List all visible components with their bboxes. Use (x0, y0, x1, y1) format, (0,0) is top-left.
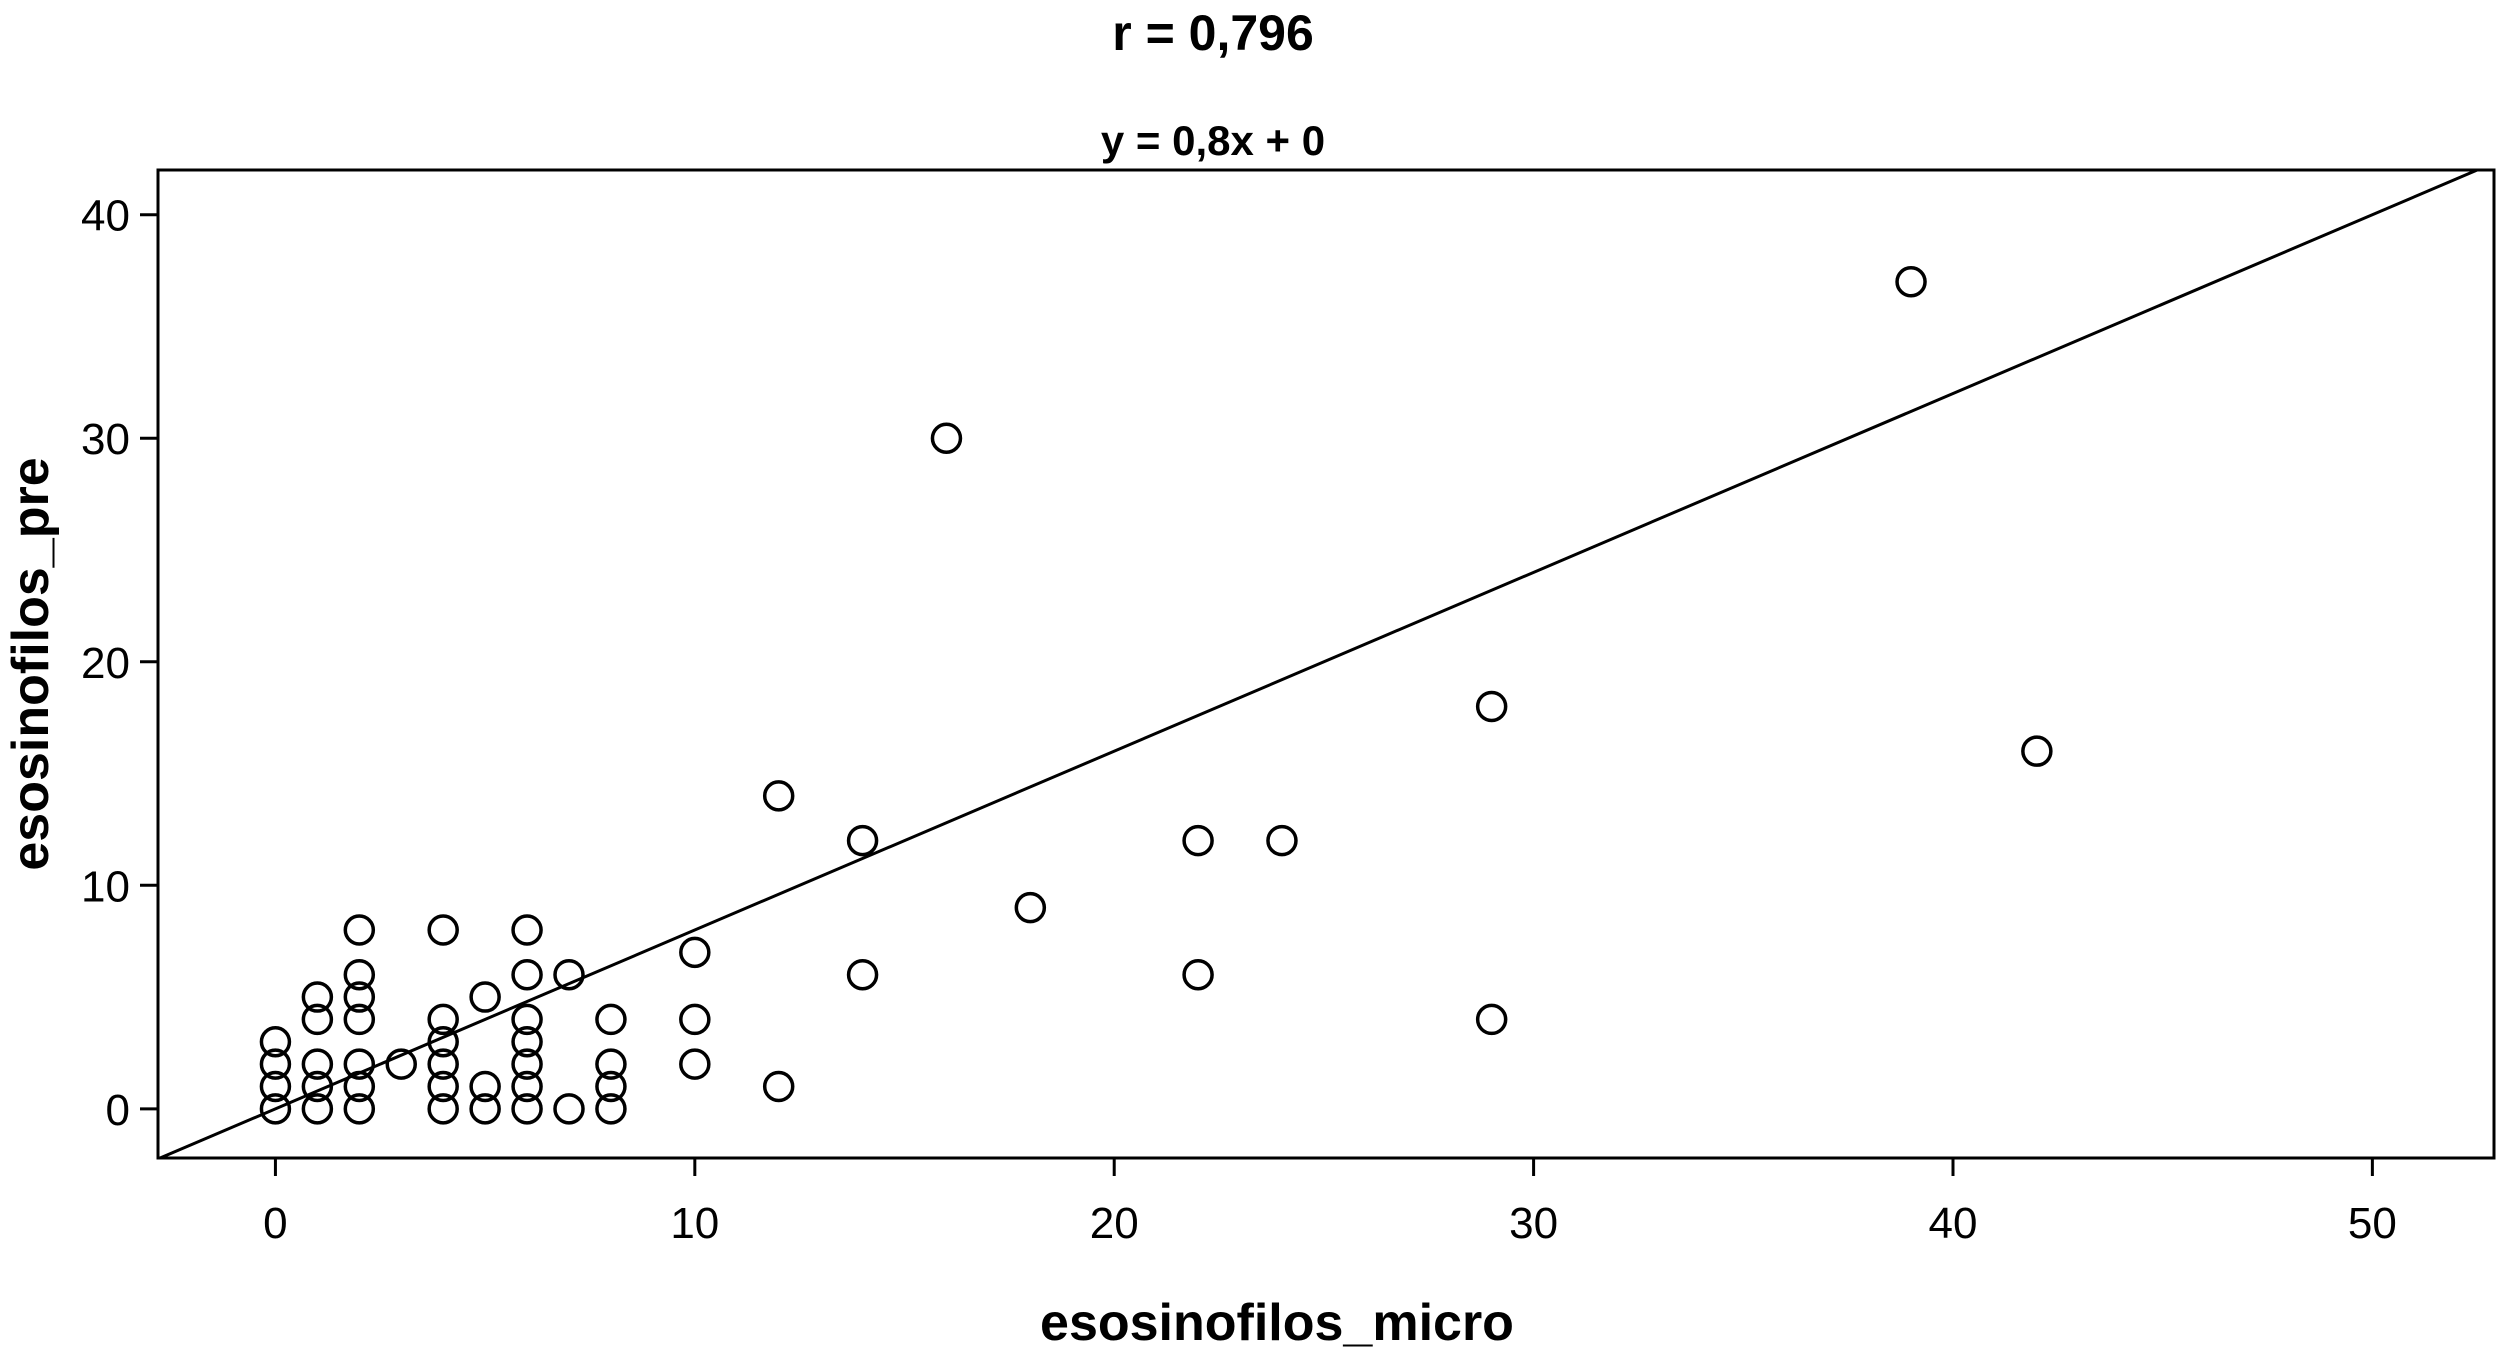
data-point (1895, 266, 1927, 298)
data-point (511, 1003, 543, 1036)
fit-line (158, 170, 2482, 1158)
data-point (1266, 824, 1298, 857)
data-point (553, 958, 585, 991)
fit-line-layer (158, 170, 2482, 1158)
data-point (469, 981, 501, 1013)
data-point (301, 1070, 334, 1103)
data-point (259, 1093, 292, 1125)
y-tick-label: 0 (106, 1086, 130, 1135)
x-tick-label: 0 (263, 1199, 287, 1248)
data-point (427, 1003, 459, 1036)
data-point (553, 1093, 585, 1125)
data-point (595, 1003, 627, 1036)
points-layer (259, 266, 2053, 1125)
x-tick-label: 40 (1929, 1199, 1978, 1248)
data-point (427, 1048, 459, 1080)
data-point (1182, 958, 1214, 991)
data-point (511, 914, 543, 946)
chart-title: r = 0,796 (1112, 5, 1314, 61)
data-point (343, 981, 376, 1013)
data-point (301, 1003, 334, 1036)
data-point (679, 1003, 711, 1036)
data-point (595, 1070, 627, 1103)
data-point (1014, 891, 1047, 924)
data-point (846, 958, 879, 991)
x-tick-label: 30 (1509, 1199, 1558, 1248)
data-point (679, 936, 711, 969)
x-axis: 0 10 20 30 40 50 (263, 1158, 2397, 1248)
y-tick-label: 20 (81, 639, 130, 688)
data-point (595, 1048, 627, 1080)
data-point (1182, 824, 1214, 857)
data-point (930, 422, 963, 454)
data-point (511, 1070, 543, 1103)
data-point (511, 958, 543, 991)
data-point (301, 1093, 334, 1125)
y-axis-title: esosinofilos_pre (2, 457, 60, 870)
data-point (511, 1048, 543, 1080)
data-point (427, 914, 459, 946)
data-point (762, 780, 795, 812)
data-point (511, 1093, 543, 1125)
y-tick-label: 30 (81, 415, 130, 464)
x-axis-title: esosinofilos_micro (1040, 1294, 1514, 1352)
data-point (385, 1048, 417, 1080)
y-axis: 0 10 20 30 40 (81, 192, 158, 1135)
data-point (595, 1093, 627, 1125)
data-point (1475, 690, 1508, 723)
data-point (679, 1048, 711, 1080)
chart-subtitle: y = 0,8x + 0 (1101, 117, 1325, 164)
data-point (427, 1070, 459, 1103)
data-point (846, 824, 879, 857)
data-point (259, 1070, 292, 1103)
data-point (259, 1026, 292, 1058)
data-point (343, 1048, 376, 1080)
x-tick-label: 50 (2348, 1199, 2397, 1248)
data-point (343, 1070, 376, 1103)
data-point (343, 958, 376, 991)
data-point (469, 1093, 501, 1125)
data-point (343, 914, 376, 946)
data-point (343, 1003, 376, 1036)
x-tick-label: 20 (1090, 1199, 1139, 1248)
x-tick-label: 10 (670, 1199, 719, 1248)
plot-frame (156, 168, 2496, 1160)
data-point (259, 1048, 292, 1080)
y-tick-label: 40 (81, 192, 130, 241)
data-point (762, 1070, 795, 1103)
y-tick-label: 10 (81, 862, 130, 911)
data-point (469, 1070, 501, 1103)
data-point (511, 1026, 543, 1058)
data-point (301, 1048, 334, 1080)
data-point (427, 1026, 459, 1058)
data-point (2021, 735, 2053, 767)
data-point (343, 1093, 376, 1125)
data-point (301, 981, 334, 1013)
data-point (1475, 1003, 1508, 1036)
data-point (427, 1093, 459, 1125)
